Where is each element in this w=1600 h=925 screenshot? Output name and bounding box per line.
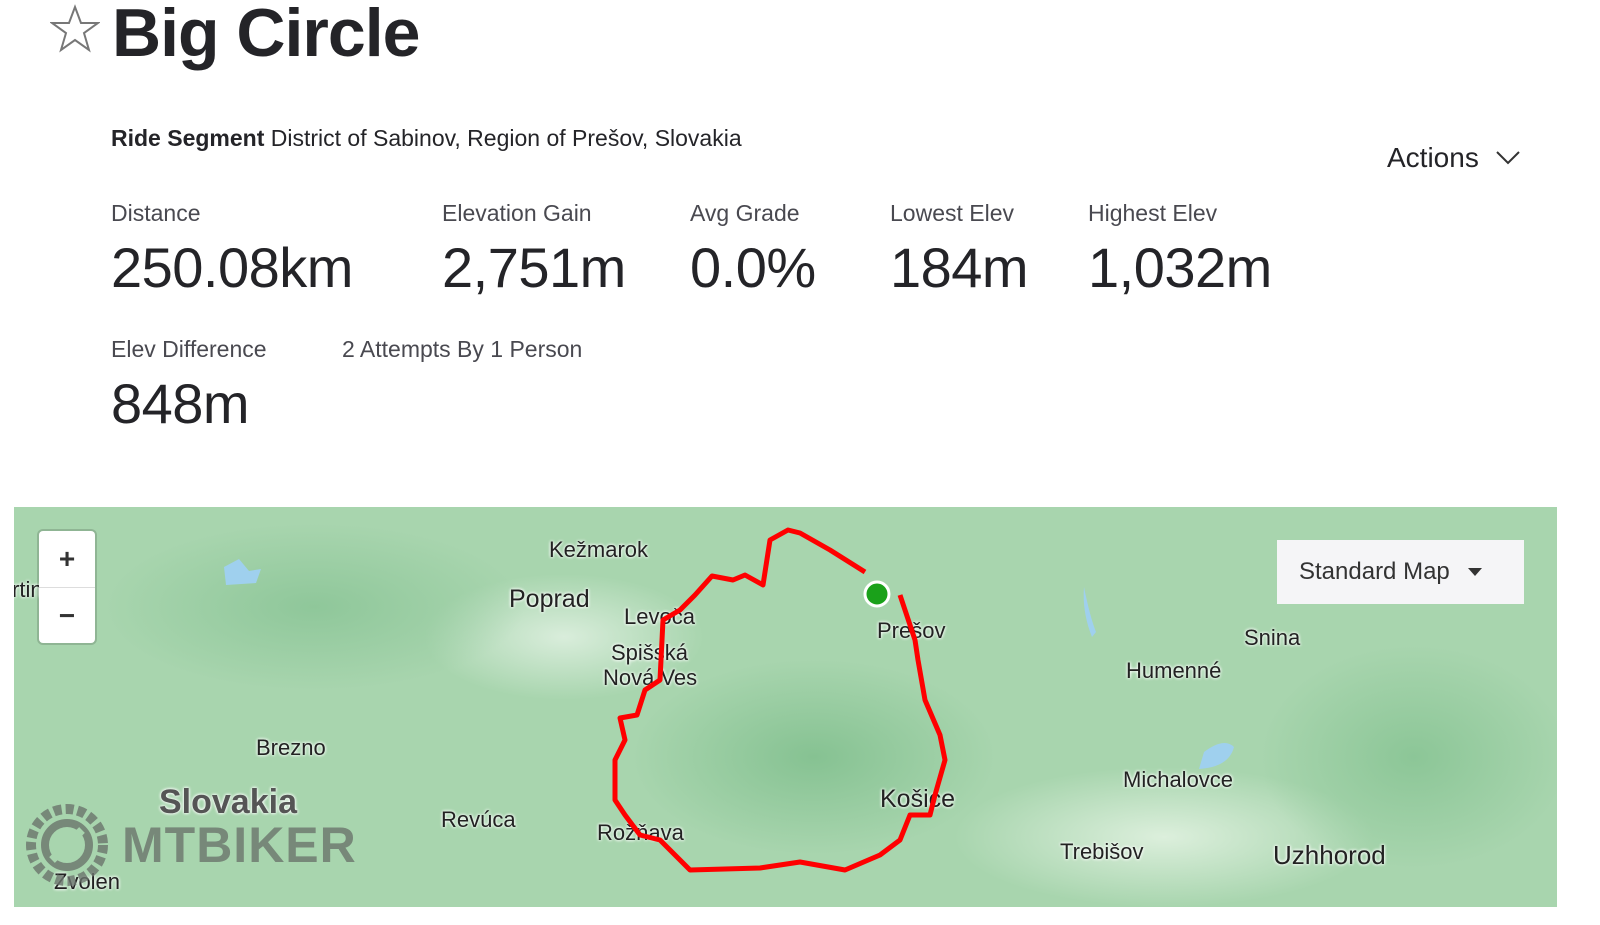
- map-water: [224, 559, 1234, 769]
- stat-highest-elev: Highest Elev 1,032m: [1088, 200, 1272, 299]
- segment-location: District of Sabinov, Region of Prešov, S…: [270, 125, 742, 151]
- place-label: Košice: [880, 785, 956, 813]
- place-label: Snina: [1244, 625, 1301, 650]
- place-label: Brezno: [256, 735, 326, 760]
- start-marker[interactable]: [863, 580, 891, 608]
- stat-distance: Distance 250.08km: [111, 200, 353, 299]
- segment-subtitle: Ride Segment District of Sabinov, Region…: [111, 125, 742, 152]
- zoom-control: + −: [39, 531, 95, 643]
- place-label: Uzhhorod: [1273, 840, 1386, 870]
- stat-avg-grade: Avg Grade 0.0%: [690, 200, 816, 299]
- place-label: Trebišov: [1060, 839, 1144, 864]
- zoom-in-button[interactable]: +: [58, 543, 76, 574]
- actions-dropdown[interactable]: Actions: [1387, 142, 1521, 174]
- route-line: [612, 527, 948, 873]
- place-label: Revúca: [441, 807, 516, 832]
- mtbiker-watermark: MTBIKER: [24, 802, 357, 888]
- stat-lowest-elev: Lowest Elev 184m: [890, 200, 1029, 299]
- stat-elev-difference: Elev Difference 848m: [111, 336, 267, 435]
- stat-elevation-gain: Elevation Gain 2,751m: [442, 200, 626, 299]
- place-label: Humenné: [1126, 658, 1222, 683]
- chevron-down-icon: [1496, 151, 1520, 165]
- segment-type: Ride Segment: [111, 125, 265, 151]
- map-type-dropdown[interactable]: Standard Map: [1277, 540, 1524, 604]
- caret-down-icon: [1467, 568, 1482, 576]
- actions-label: Actions: [1387, 142, 1479, 173]
- map-type-label: Standard Map: [1299, 558, 1450, 585]
- segment-map[interactable]: Kežmarok Poprad Levoča Spišská Nová Ves …: [14, 507, 1557, 907]
- attempts-count[interactable]: 2 Attempts By 1 Person: [342, 336, 583, 362]
- place-label: rtin: [14, 577, 43, 602]
- gear-logo-icon: [26, 804, 108, 886]
- country-label: Slovakia: [159, 783, 297, 821]
- segment-route: [612, 527, 948, 873]
- place-label: Kežmarok: [549, 537, 649, 562]
- place-label: Poprad: [509, 585, 590, 613]
- place-label: Michalovce: [1123, 767, 1234, 792]
- favorite-star-icon[interactable]: [50, 4, 100, 54]
- page-title: Big Circle: [112, 0, 420, 71]
- zoom-out-button[interactable]: −: [39, 587, 95, 644]
- place-label: Spišská: [611, 640, 689, 665]
- place-label: Zvolen: [54, 869, 121, 894]
